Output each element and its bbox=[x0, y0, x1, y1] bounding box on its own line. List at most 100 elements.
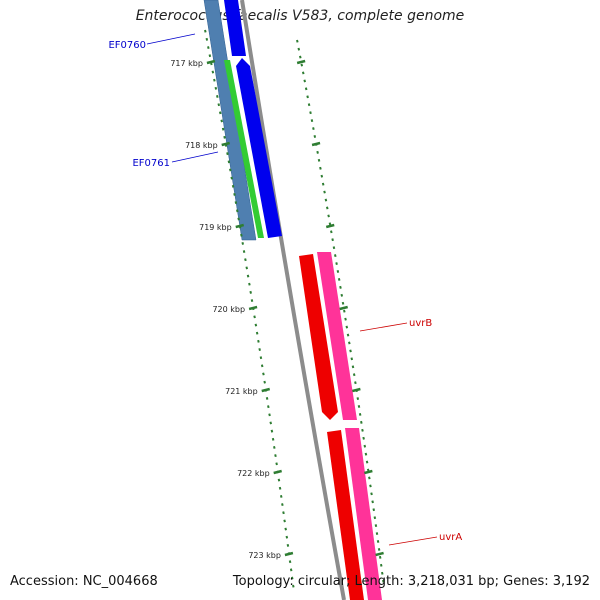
tick-dot bbox=[284, 527, 287, 531]
gene-feature-uvrb[interactable] bbox=[299, 254, 338, 420]
gene-feature-uvra[interactable] bbox=[327, 430, 364, 600]
major-tick bbox=[221, 141, 230, 147]
tick-dot bbox=[363, 444, 367, 448]
tick-dot bbox=[290, 576, 294, 580]
gene-feature-blue-main[interactable] bbox=[236, 58, 282, 238]
tick-dot bbox=[283, 519, 286, 523]
major-tick bbox=[261, 387, 271, 393]
tick-dot bbox=[233, 192, 236, 196]
tick-dot bbox=[271, 437, 275, 441]
tick-dot bbox=[358, 412, 362, 416]
tick-dot bbox=[372, 508, 376, 512]
tick-dot bbox=[236, 209, 239, 213]
tick-dot bbox=[309, 111, 312, 115]
tick-dot bbox=[368, 476, 371, 480]
tick-dot bbox=[324, 198, 328, 202]
tick-dot bbox=[326, 206, 329, 210]
tick-dot bbox=[357, 405, 361, 408]
gene-feature-steel[interactable] bbox=[203, 0, 257, 241]
tick-dot bbox=[230, 176, 233, 180]
tick-dot bbox=[379, 563, 383, 567]
tick-dot bbox=[297, 47, 301, 51]
tick-dot bbox=[376, 540, 380, 543]
tick-dot bbox=[365, 460, 369, 464]
tick-dot bbox=[227, 160, 231, 164]
label-uvrb[interactable]: uvrB bbox=[409, 318, 432, 329]
tick-dot bbox=[340, 293, 344, 297]
major-tick bbox=[339, 305, 348, 311]
tick-dot bbox=[334, 254, 337, 258]
tick-dot bbox=[356, 397, 360, 400]
major-tick bbox=[352, 387, 361, 393]
tick-dot bbox=[351, 365, 355, 369]
major-tick bbox=[206, 59, 216, 65]
tick-dot bbox=[299, 55, 302, 59]
gene-labels: EF0760 EF0761 uvrB uvrA bbox=[108, 33, 462, 546]
tick-dot bbox=[346, 333, 350, 337]
label-ef0760[interactable]: EF0760 bbox=[108, 40, 146, 51]
accession-text: Accession: NC_004668 bbox=[10, 574, 158, 589]
label-uvra[interactable]: uvrA bbox=[439, 532, 462, 543]
tick-track-left bbox=[204, 29, 295, 588]
tick-dot bbox=[241, 241, 244, 245]
tick-dot bbox=[211, 70, 215, 74]
tick-label: 723 kbp bbox=[248, 551, 281, 560]
gene-feature-blue-top[interactable] bbox=[224, 0, 246, 56]
tick-dot bbox=[296, 39, 299, 43]
tick-dot bbox=[248, 282, 251, 286]
tick-dot bbox=[242, 250, 246, 254]
tick-dot bbox=[382, 579, 385, 583]
tick-dot bbox=[221, 127, 225, 131]
tick-dot bbox=[273, 446, 276, 449]
tick-dot bbox=[339, 285, 342, 289]
tick-dot bbox=[312, 127, 315, 130]
tick-dot bbox=[373, 516, 377, 520]
tick-dot bbox=[331, 238, 334, 242]
tick-dot bbox=[352, 373, 356, 377]
tick-dot bbox=[218, 111, 222, 115]
tick-dot bbox=[240, 233, 243, 237]
tick-dot bbox=[207, 46, 210, 49]
tick-dot bbox=[327, 214, 330, 218]
tick-marks: 717 kbp 718 kbp 719 kbp 720 kbp 721 kbp 722 k… bbox=[170, 59, 384, 560]
major-tick bbox=[284, 551, 294, 557]
tick-dot bbox=[321, 182, 325, 186]
tick-dot bbox=[345, 325, 349, 329]
major-tick bbox=[235, 223, 245, 229]
tick-dot bbox=[361, 428, 364, 432]
right-strand-genes bbox=[299, 252, 382, 600]
tick-dot bbox=[234, 201, 238, 205]
major-tick bbox=[375, 551, 384, 557]
tick-dot bbox=[231, 184, 235, 188]
tick-dot bbox=[348, 341, 351, 345]
gene-feature-pink-1[interactable] bbox=[317, 252, 357, 420]
tick-dot bbox=[336, 270, 340, 273]
tick-dot bbox=[306, 95, 309, 99]
tick-label: 718 kbp bbox=[185, 141, 218, 150]
tick-dot bbox=[262, 372, 265, 376]
tick-dot bbox=[350, 357, 354, 361]
tick-dot bbox=[220, 119, 223, 123]
left-strand-genes bbox=[203, 0, 282, 241]
gene-feature-green[interactable] bbox=[224, 60, 264, 238]
tick-dot bbox=[263, 380, 266, 384]
tick-dot bbox=[204, 29, 207, 33]
tick-dot bbox=[343, 309, 346, 313]
gene-feature-pink-2[interactable] bbox=[345, 428, 382, 600]
tick-dot bbox=[285, 535, 289, 539]
tick-dot bbox=[330, 230, 333, 234]
major-tick bbox=[325, 223, 335, 229]
tick-dot bbox=[316, 150, 319, 154]
tick-dot bbox=[289, 568, 293, 572]
tick-dot bbox=[269, 421, 273, 425]
genome-backbone bbox=[240, 0, 346, 600]
tick-dot bbox=[320, 174, 324, 178]
label-ef0761[interactable]: EF0761 bbox=[132, 158, 170, 169]
tick-dot bbox=[257, 339, 260, 343]
tick-dot bbox=[360, 420, 363, 424]
tick-dot bbox=[258, 348, 261, 351]
tick-dot bbox=[332, 246, 336, 250]
leader-ef0761 bbox=[171, 151, 219, 163]
tick-dot bbox=[277, 478, 281, 482]
